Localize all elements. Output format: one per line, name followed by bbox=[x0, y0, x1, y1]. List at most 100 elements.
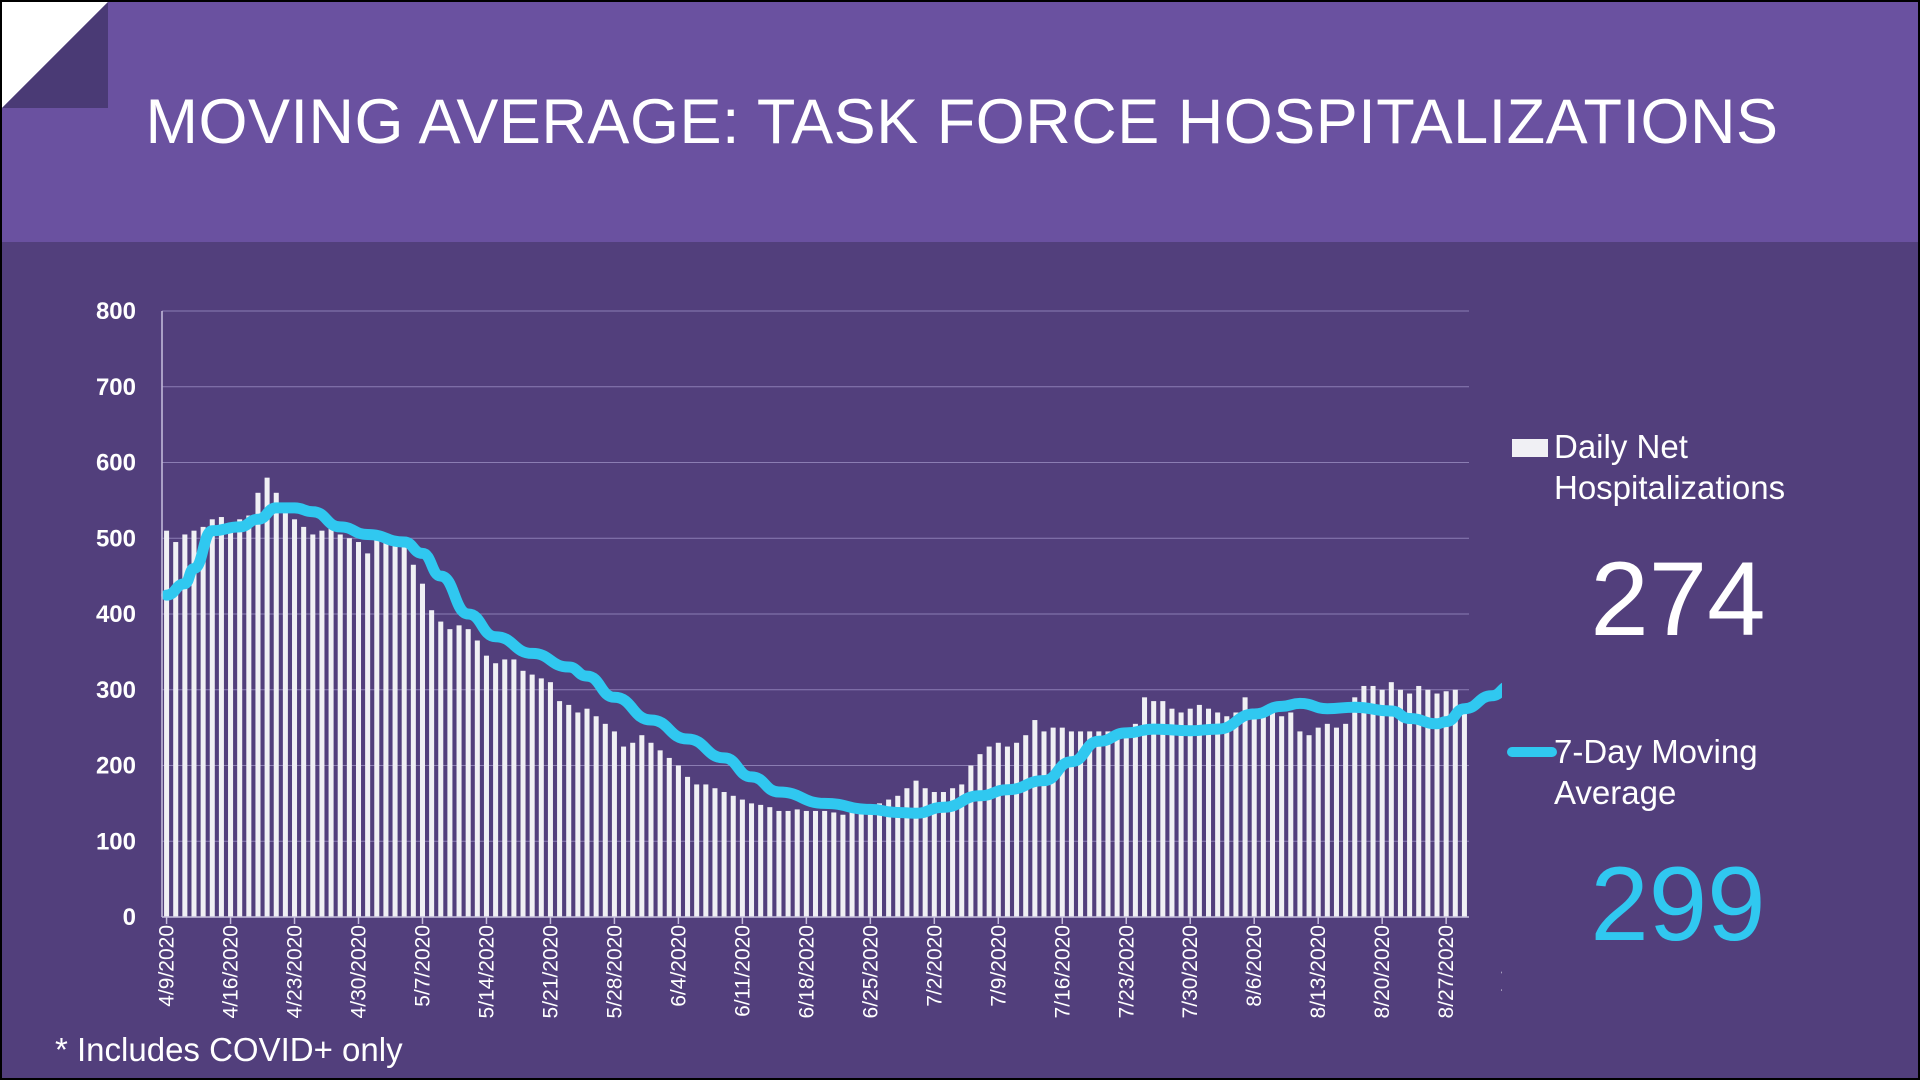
daily-bar bbox=[1443, 691, 1449, 917]
daily-bar bbox=[1279, 716, 1285, 917]
x-tick-label: 8/13/2020 bbox=[1307, 925, 1330, 1018]
daily-bar bbox=[1041, 731, 1047, 917]
daily-bar bbox=[301, 526, 307, 917]
daily-bar bbox=[611, 731, 617, 917]
daily-bar bbox=[1233, 712, 1239, 917]
daily-bar bbox=[365, 553, 371, 917]
daily-bar bbox=[374, 538, 380, 917]
daily-bar bbox=[1087, 731, 1093, 917]
x-tick-label: 7/2/2020 bbox=[923, 925, 946, 1007]
moving-average-path bbox=[161, 502, 1502, 819]
daily-bar bbox=[758, 804, 764, 917]
daily-bar bbox=[995, 742, 1001, 917]
daily-bar bbox=[858, 807, 864, 917]
daily-bar bbox=[1288, 712, 1294, 917]
daily-bar bbox=[191, 530, 197, 917]
daily-bar bbox=[1178, 712, 1184, 917]
daily-bar bbox=[1315, 727, 1321, 918]
daily-bar bbox=[465, 629, 471, 917]
daily-bar bbox=[959, 784, 965, 917]
daily-bar bbox=[886, 799, 892, 917]
daily-bar bbox=[1105, 731, 1111, 917]
daily-bar bbox=[493, 663, 499, 917]
daily-bar bbox=[648, 742, 654, 917]
daily-bar bbox=[447, 629, 453, 917]
x-tick-label: 8/27/2020 bbox=[1435, 925, 1458, 1018]
x-tick-label: 7/30/2020 bbox=[1179, 925, 1202, 1018]
daily-bar bbox=[392, 545, 398, 917]
daily-bar bbox=[1023, 735, 1029, 917]
daily-bar bbox=[547, 682, 553, 917]
daily-bar bbox=[904, 788, 910, 917]
daily-bar bbox=[1132, 723, 1138, 917]
daily-bar bbox=[1461, 709, 1467, 917]
daily-bar bbox=[1416, 685, 1422, 917]
daily-bar bbox=[557, 701, 563, 917]
daily-bar bbox=[840, 814, 846, 917]
daily-bar bbox=[383, 538, 389, 917]
chart-axes bbox=[161, 311, 1469, 924]
daily-bar bbox=[1361, 685, 1367, 917]
daily-bar bbox=[1096, 731, 1102, 917]
y-tick-label: 800 bbox=[96, 298, 136, 325]
daily-bar bbox=[164, 530, 170, 917]
daily-bar bbox=[666, 757, 672, 917]
daily-bar bbox=[922, 788, 928, 917]
x-tick-label: 5/28/2020 bbox=[603, 925, 626, 1018]
daily-bar bbox=[876, 803, 882, 918]
daily-bar bbox=[218, 517, 224, 917]
daily-bar bbox=[895, 795, 901, 917]
daily-bar bbox=[502, 659, 508, 917]
daily-bar bbox=[721, 792, 727, 917]
daily-bars bbox=[164, 477, 1467, 918]
daily-bar bbox=[703, 784, 709, 917]
x-tick-label: 4/30/2020 bbox=[348, 925, 371, 1018]
daily-bar bbox=[566, 704, 572, 917]
y-tick-label: 0 bbox=[123, 904, 136, 931]
daily-bar bbox=[1114, 731, 1120, 917]
daily-bar bbox=[675, 765, 681, 917]
daily-bar bbox=[812, 810, 819, 917]
daily-bar bbox=[419, 583, 425, 917]
daily-bar bbox=[785, 810, 791, 917]
daily-bar bbox=[694, 784, 700, 917]
x-tick-label: 5/7/2020 bbox=[412, 925, 435, 1007]
daily-bar bbox=[1425, 689, 1431, 917]
daily-bar bbox=[1388, 682, 1394, 917]
daily-bar bbox=[685, 776, 691, 917]
y-tick-label: 600 bbox=[96, 450, 136, 477]
daily-bar bbox=[346, 538, 352, 917]
daily-bar bbox=[1224, 716, 1230, 917]
daily-bar bbox=[968, 765, 974, 917]
legend-bar-swatch bbox=[1512, 439, 1548, 457]
daily-bar bbox=[1269, 708, 1276, 917]
daily-bar bbox=[602, 723, 608, 917]
daily-bar bbox=[246, 515, 252, 917]
y-tick-label: 400 bbox=[96, 601, 136, 628]
daily-bar bbox=[1343, 723, 1349, 917]
daily-bar bbox=[1260, 712, 1266, 917]
daily-bar bbox=[1068, 731, 1074, 917]
daily-bar bbox=[849, 810, 855, 917]
daily-bar bbox=[639, 735, 645, 917]
x-tick-label: 7/9/2020 bbox=[987, 925, 1010, 1007]
daily-bar bbox=[950, 788, 956, 917]
daily-bar bbox=[803, 810, 809, 917]
x-tick-label: 8/6/2020 bbox=[1243, 925, 1266, 1007]
daily-bar bbox=[209, 519, 215, 917]
daily-bar bbox=[1160, 701, 1166, 917]
legend-line-swatch bbox=[1507, 747, 1557, 757]
daily-bar bbox=[1370, 685, 1376, 917]
y-tick-label: 100 bbox=[96, 828, 136, 855]
daily-bar bbox=[1333, 727, 1339, 918]
daily-bar bbox=[730, 795, 736, 917]
x-tick-label: 6/4/2020 bbox=[667, 925, 690, 1007]
daily-bar bbox=[1407, 693, 1413, 917]
daily-bar bbox=[401, 545, 407, 917]
daily-bar bbox=[410, 564, 416, 917]
x-tick-label: 4/16/2020 bbox=[220, 925, 243, 1018]
daily-bar bbox=[1352, 697, 1358, 917]
moving-average-line bbox=[161, 502, 1502, 819]
x-tick-label: 9/3/2020 bbox=[1499, 925, 1502, 1007]
daily-bar bbox=[621, 746, 627, 917]
